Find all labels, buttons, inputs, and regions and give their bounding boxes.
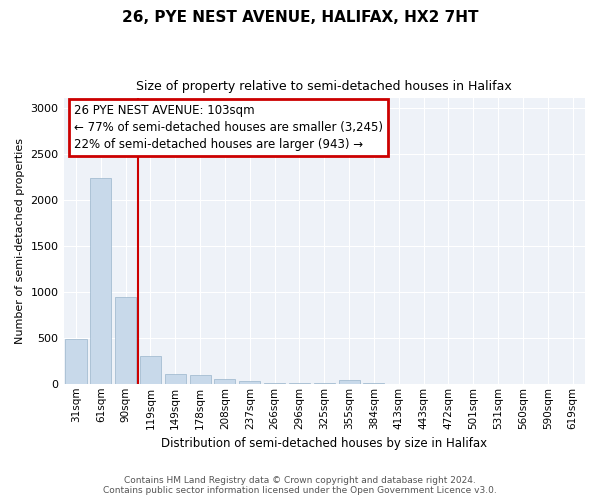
Bar [190, 374, 211, 384]
Bar [65, 338, 86, 384]
Bar [239, 381, 260, 384]
Title: Size of property relative to semi-detached houses in Halifax: Size of property relative to semi-detach… [136, 80, 512, 93]
Bar [90, 178, 112, 384]
Y-axis label: Number of semi-detached properties: Number of semi-detached properties [15, 138, 25, 344]
Text: Contains HM Land Registry data © Crown copyright and database right 2024.
Contai: Contains HM Land Registry data © Crown c… [103, 476, 497, 495]
Bar [214, 378, 235, 384]
Bar [165, 374, 186, 384]
Bar [140, 356, 161, 384]
Bar [289, 383, 310, 384]
Text: 26, PYE NEST AVENUE, HALIFAX, HX2 7HT: 26, PYE NEST AVENUE, HALIFAX, HX2 7HT [122, 10, 478, 25]
Bar [338, 380, 359, 384]
X-axis label: Distribution of semi-detached houses by size in Halifax: Distribution of semi-detached houses by … [161, 437, 487, 450]
Bar [264, 383, 285, 384]
Bar [314, 383, 335, 384]
Text: 26 PYE NEST AVENUE: 103sqm
← 77% of semi-detached houses are smaller (3,245)
22%: 26 PYE NEST AVENUE: 103sqm ← 77% of semi… [74, 104, 383, 151]
Bar [115, 297, 136, 384]
